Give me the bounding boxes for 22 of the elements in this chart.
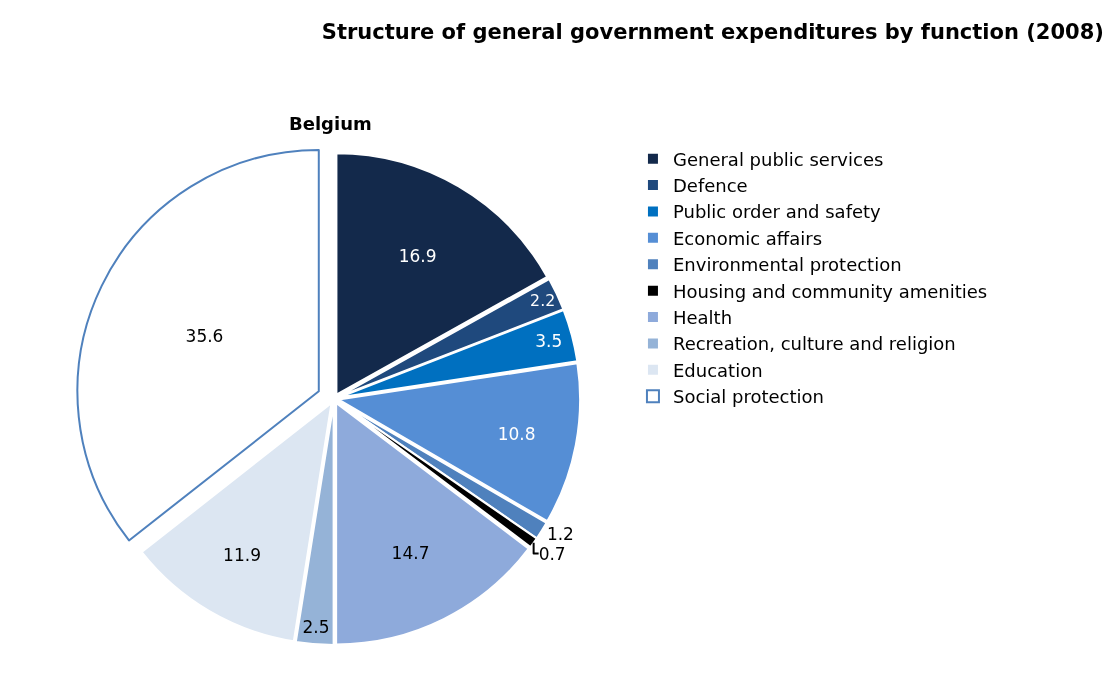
legend-label: Housing and community amenities [672,280,988,302]
data-label: 3.5 [535,331,563,352]
data-label: 2.5 [302,616,330,637]
data-label: 16.9 [398,246,437,267]
data-label: 2.2 [530,291,556,311]
data-label: 1.2 [546,523,574,544]
data-label: 10.8 [497,423,536,444]
chart-title: Structure of general government expenditures by function (2008) [321,19,1104,44]
legend-label: Defence [672,175,748,197]
data-label: 14.7 [391,542,430,563]
data-label: 35.6 [185,325,224,346]
legend-label: Public order and safety [672,201,882,223]
legend-label: Education [672,359,763,381]
legend-label: Recreation, culture and religion [672,333,956,355]
data-label: 0.7 [538,543,566,564]
legend-label: General public services [672,148,884,170]
legend-label: Environmental protection [672,254,902,276]
chart-subtitle: Belgium [289,113,372,134]
legend-label: Social protection [672,386,824,408]
legend-label: Health [672,307,733,329]
legend-label: Economic affairs [672,227,823,249]
data-label: 11.9 [223,545,261,566]
